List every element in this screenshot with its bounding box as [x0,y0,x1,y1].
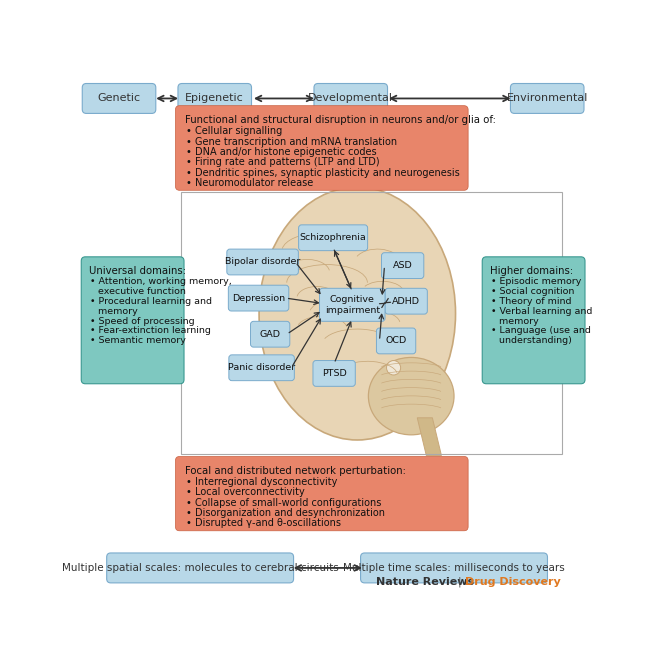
FancyBboxPatch shape [298,225,368,251]
FancyBboxPatch shape [83,84,156,113]
Text: • Verbal learning and: • Verbal learning and [491,307,593,316]
Text: • Firing rate and patterns (LTP and LTD): • Firing rate and patterns (LTP and LTD) [186,157,380,168]
FancyBboxPatch shape [176,106,468,190]
Bar [181,192,562,454]
Text: • Gene transcription and mRNA translation: • Gene transcription and mRNA translatio… [186,137,397,147]
Text: Higher domains:: Higher domains: [490,266,573,276]
Text: • Neuromodulator release: • Neuromodulator release [186,178,313,188]
Text: |: | [458,576,461,587]
Text: • Speed of processing: • Speed of processing [90,317,195,326]
FancyBboxPatch shape [320,288,385,322]
Text: Bipolar disorder: Bipolar disorder [225,257,300,267]
Text: memory: memory [493,317,539,326]
Text: • Attention, working memory,: • Attention, working memory, [90,277,232,287]
Text: Multiple spatial scales: molecules to cerebral circuits: Multiple spatial scales: molecules to ce… [62,563,339,573]
Text: • Language (use and: • Language (use and [491,326,592,336]
Text: Schizophrenia: Schizophrenia [300,233,367,243]
Text: Environmental: Environmental [506,93,588,103]
FancyBboxPatch shape [107,553,294,583]
Text: • Local overconnectivity: • Local overconnectivity [186,488,305,497]
Text: • Procedural learning and: • Procedural learning and [90,297,213,306]
Text: Cognitive
impairment: Cognitive impairment [325,295,380,314]
Text: Functional and structural disruption in neurons and/or glia of:: Functional and structural disruption in … [185,115,495,125]
Text: • Fear-extinction learning: • Fear-extinction learning [90,326,211,336]
FancyBboxPatch shape [376,328,416,354]
Ellipse shape [369,357,454,435]
Text: • Cellular signalling: • Cellular signalling [186,127,282,136]
Text: Universal domains:: Universal domains: [89,266,187,276]
Text: • Disrupted γ-and θ-oscillations: • Disrupted γ-and θ-oscillations [186,519,341,529]
FancyBboxPatch shape [227,249,298,275]
Text: • Interregional dysconnectivity: • Interregional dysconnectivity [186,477,337,487]
Text: executive function: executive function [92,287,186,296]
Text: • DNA and/or histone epigenetic codes: • DNA and/or histone epigenetic codes [186,147,376,157]
Text: understanding): understanding) [493,336,572,345]
FancyBboxPatch shape [81,257,184,384]
FancyBboxPatch shape [228,285,289,311]
Ellipse shape [387,360,400,375]
Text: Focal and distributed network perturbation:: Focal and distributed network perturbati… [185,466,406,476]
FancyBboxPatch shape [385,288,427,314]
FancyBboxPatch shape [178,84,252,113]
Text: Drug Discovery: Drug Discovery [465,577,561,587]
Text: OCD: OCD [385,336,407,346]
FancyBboxPatch shape [482,257,585,384]
Text: • Dendritic spines, synaptic plasticity and neurogenesis: • Dendritic spines, synaptic plasticity … [186,168,460,178]
Text: Developmental: Developmental [308,93,393,103]
Polygon shape [417,418,441,456]
Text: • Collapse of small-world configurations: • Collapse of small-world configurations [186,498,382,508]
Text: Panic disorder: Panic disorder [228,363,295,373]
Text: • Episodic memory: • Episodic memory [491,277,582,287]
Text: memory: memory [92,307,138,316]
Text: • Theory of mind: • Theory of mind [491,297,572,306]
Text: Multiple time scales: milliseconds to years: Multiple time scales: milliseconds to ye… [343,563,565,573]
Text: ADHD: ADHD [392,297,420,306]
FancyBboxPatch shape [250,322,290,347]
Text: Depression: Depression [232,293,285,303]
FancyBboxPatch shape [382,253,424,279]
Text: PTSD: PTSD [322,369,346,378]
Text: Epigenetic: Epigenetic [185,93,244,103]
FancyBboxPatch shape [510,84,584,113]
FancyBboxPatch shape [361,553,547,583]
FancyBboxPatch shape [314,84,387,113]
Text: • Semantic memory: • Semantic memory [90,336,186,345]
FancyBboxPatch shape [313,360,356,387]
Text: • Social cognition: • Social cognition [491,287,575,296]
Text: Nature Reviews: Nature Reviews [376,577,474,587]
Ellipse shape [259,187,456,440]
Text: ASD: ASD [393,261,413,270]
Text: Genetic: Genetic [98,93,140,103]
Text: GAD: GAD [259,330,281,339]
FancyBboxPatch shape [229,355,294,381]
FancyBboxPatch shape [176,456,468,531]
Text: • Disorganization and desynchronization: • Disorganization and desynchronization [186,508,385,518]
